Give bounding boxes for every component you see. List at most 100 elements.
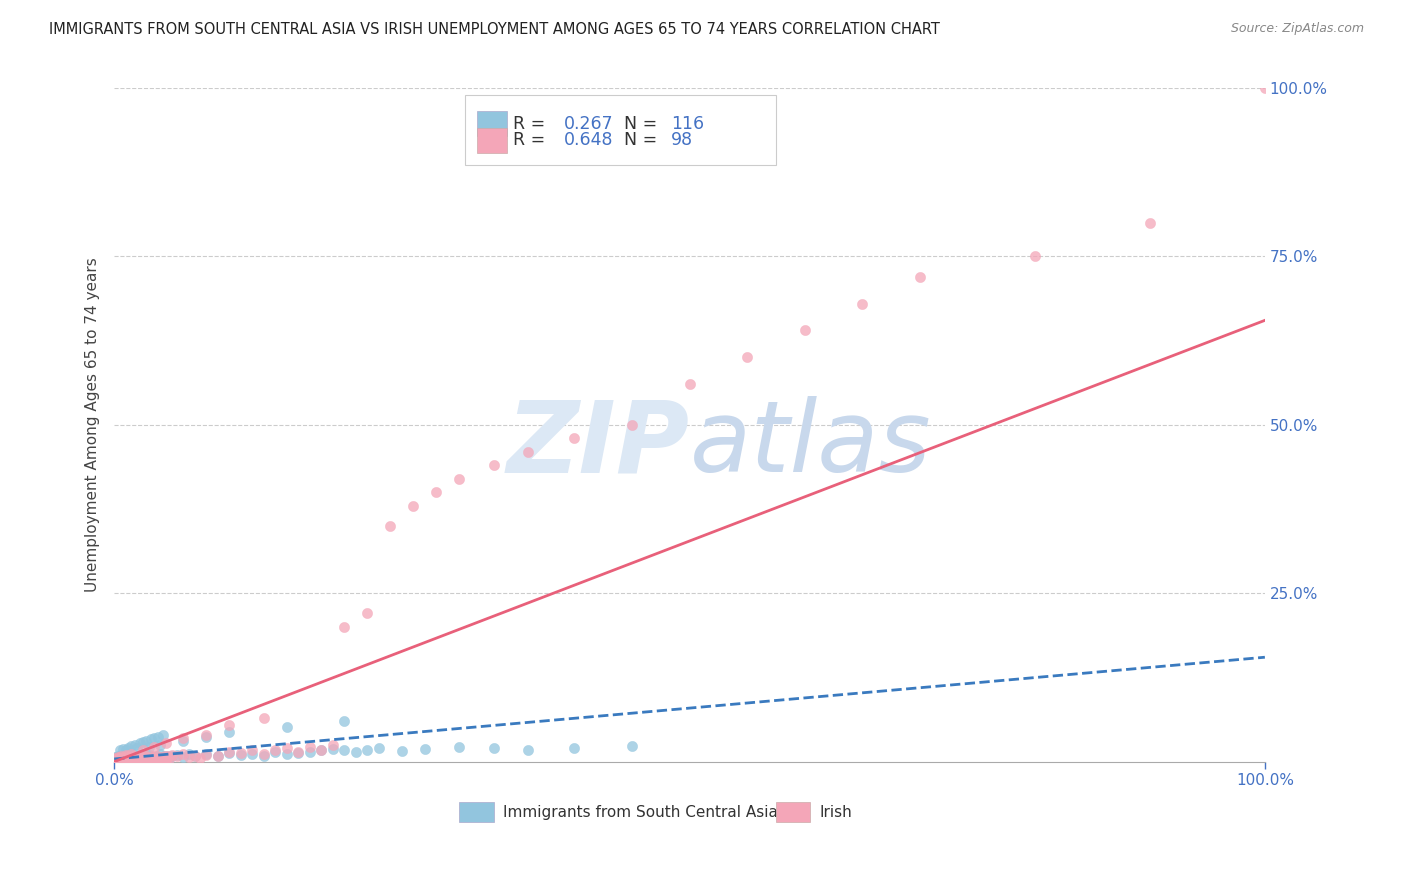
Point xyxy=(142,753,165,767)
Point xyxy=(107,749,129,764)
Text: R =: R = xyxy=(513,131,551,150)
Point xyxy=(125,753,148,767)
Point xyxy=(143,750,166,764)
Point xyxy=(122,750,145,764)
Point xyxy=(132,750,155,764)
Point xyxy=(138,750,160,764)
Point xyxy=(253,748,276,763)
Point xyxy=(298,739,321,754)
Point xyxy=(110,749,132,764)
Point xyxy=(172,747,194,761)
Point xyxy=(425,485,447,500)
FancyBboxPatch shape xyxy=(477,128,506,153)
Point xyxy=(115,748,138,763)
Point xyxy=(120,747,142,761)
Point xyxy=(172,734,194,748)
Point xyxy=(138,739,160,754)
Text: Irish: Irish xyxy=(820,805,852,820)
Point xyxy=(195,728,218,742)
Point xyxy=(135,733,157,747)
Point xyxy=(112,750,135,764)
Point xyxy=(160,749,183,764)
Point xyxy=(1024,249,1046,263)
Point xyxy=(118,750,141,764)
Point xyxy=(118,753,141,767)
Point xyxy=(177,750,200,764)
Point xyxy=(145,748,167,763)
Point xyxy=(264,745,287,759)
Point xyxy=(124,750,146,764)
Point xyxy=(120,739,142,754)
Text: 0.267: 0.267 xyxy=(564,114,614,133)
Point xyxy=(135,750,157,764)
Point xyxy=(253,747,276,761)
Point xyxy=(120,751,142,765)
Point xyxy=(153,749,176,764)
Point xyxy=(160,747,183,762)
Point xyxy=(517,444,540,458)
Point xyxy=(620,417,643,432)
Point xyxy=(141,749,163,764)
Point xyxy=(114,753,136,767)
Text: R =: R = xyxy=(513,114,551,133)
Point xyxy=(117,749,139,764)
Point xyxy=(356,607,378,621)
Text: ZIP: ZIP xyxy=(506,397,689,493)
Point xyxy=(240,747,263,761)
Text: N =: N = xyxy=(624,114,662,133)
Point xyxy=(131,753,153,767)
Point xyxy=(333,743,356,757)
Point xyxy=(298,745,321,759)
Point xyxy=(132,750,155,764)
Point xyxy=(107,750,129,764)
Point xyxy=(276,720,298,734)
Point xyxy=(218,725,240,739)
Point xyxy=(127,752,149,766)
Point xyxy=(111,751,134,765)
Text: 98: 98 xyxy=(671,131,693,150)
Point xyxy=(149,753,172,767)
Point xyxy=(132,735,155,749)
Point xyxy=(112,742,135,756)
Point xyxy=(107,753,129,767)
Point xyxy=(620,739,643,754)
Point xyxy=(1139,216,1161,230)
Point xyxy=(218,745,240,759)
Point xyxy=(311,743,333,757)
Point xyxy=(146,752,169,766)
Point xyxy=(229,747,252,762)
Point xyxy=(157,753,180,767)
Point xyxy=(120,748,142,763)
Point xyxy=(112,752,135,766)
Point xyxy=(482,741,505,756)
Point xyxy=(104,750,127,764)
Point xyxy=(107,751,129,765)
Point xyxy=(122,752,145,766)
Point xyxy=(114,751,136,765)
Point xyxy=(145,748,167,763)
Point xyxy=(152,728,174,742)
FancyBboxPatch shape xyxy=(477,111,506,136)
Point xyxy=(150,751,173,765)
Point xyxy=(166,747,188,762)
Point xyxy=(391,744,413,758)
Point xyxy=(105,753,128,767)
Point xyxy=(139,751,162,765)
Point xyxy=(207,749,229,764)
Point xyxy=(117,740,139,755)
Point xyxy=(120,750,142,764)
Text: atlas: atlas xyxy=(689,397,931,493)
Point xyxy=(155,736,177,750)
Point xyxy=(121,752,143,766)
Point xyxy=(287,745,309,759)
Point xyxy=(190,750,212,764)
Point xyxy=(117,752,139,766)
Point xyxy=(112,750,135,764)
Point xyxy=(564,431,586,445)
Point xyxy=(150,750,173,764)
Point xyxy=(380,519,402,533)
Point xyxy=(114,747,136,762)
Point xyxy=(134,752,156,766)
Point xyxy=(108,743,131,757)
Text: 116: 116 xyxy=(671,114,704,133)
